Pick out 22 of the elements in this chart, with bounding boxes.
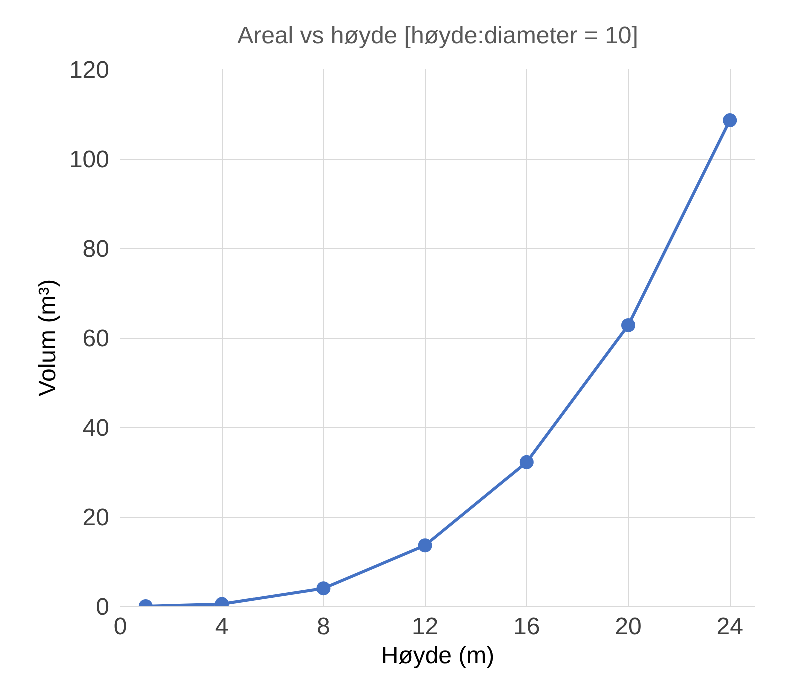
y-axis-title: Volum (m³) [34,279,62,397]
point [316,582,331,596]
y-tick-label: 60 [82,326,110,352]
x-tick-label: 4 [215,614,229,640]
point [622,318,636,332]
y-tick-label: 40 [82,415,110,442]
x-tick-label: 0 [114,614,128,640]
x-axis-title: Høyde (m) [381,642,495,670]
y-tick-label: 120 [69,57,110,84]
point [418,538,432,553]
point [520,455,534,470]
x-tick-label: 20 [615,614,642,640]
x-tick-label: 24 [716,614,744,640]
chart-title: Areal vs høyde [høyde:diameter = 10] [238,22,638,50]
y-tick-label: 100 [69,146,110,174]
x-tick-label: 16 [514,614,540,640]
x-tick-label: 12 [412,614,439,640]
y-tick-label: 20 [82,504,110,532]
y-tick-label: 80 [82,236,110,263]
y-tick-label: 0 [96,594,110,621]
x-tick-label: 8 [317,614,330,640]
point [723,114,738,128]
